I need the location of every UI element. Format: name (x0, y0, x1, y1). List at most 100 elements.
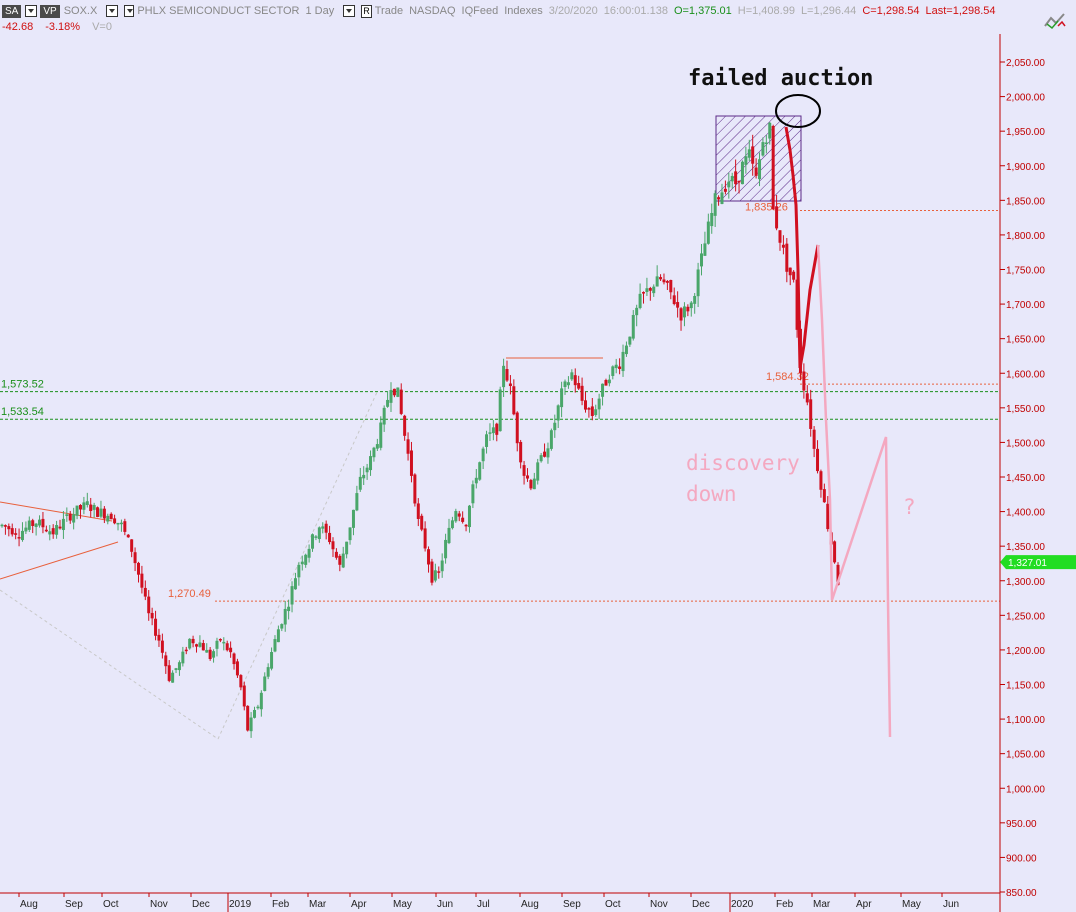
candle-body (68, 513, 72, 521)
candle-body (706, 221, 710, 244)
x-tick-label: Dec (192, 899, 210, 910)
candle-body (232, 653, 236, 665)
feed-text: IQFeed (461, 5, 499, 17)
change-pct-value: -3.18% (45, 21, 81, 33)
y-tick-label: 1,600.00 (1006, 369, 1045, 380)
time-axis[interactable]: Aug Sep Oct Nov Dec 2019 Feb Mar Apr May Jun Jul Aug… (0, 892, 1000, 912)
candle-body (0, 524, 4, 527)
candle-body (577, 383, 581, 389)
time-text: 16:00:01.138 (603, 5, 668, 17)
chart-header: SA VP SOX.X PHLX SEMICONDUCT SECTOR 1 Da… (0, 0, 1000, 34)
candle-body (160, 640, 164, 653)
chart-trend-icon[interactable] (1044, 12, 1066, 30)
candle-body (734, 171, 738, 185)
r-button[interactable]: R (361, 4, 372, 18)
candle-body (614, 364, 618, 369)
candle-body (358, 476, 362, 490)
candle-body (665, 281, 669, 283)
trendlines (0, 357, 603, 740)
candle-body (61, 518, 65, 531)
candle-body (467, 505, 471, 528)
y-tick-label: 1,050.00 (1006, 750, 1045, 761)
candle-body (82, 502, 86, 510)
x-tick-label: May (902, 899, 921, 910)
candle-body (314, 536, 318, 538)
x-tick-label: Oct (605, 899, 621, 910)
level-label: 1,835.26 (745, 202, 788, 214)
date-text: 3/20/2020 (548, 5, 598, 17)
last-value: Last=1,298.54 (925, 5, 996, 17)
candle-body (177, 662, 181, 671)
candle-body (570, 372, 574, 380)
price-axis[interactable]: 2,050.00 2,000.00 1,950.00 1,900.00 1,850.00… (999, 34, 1076, 912)
symbol-button[interactable]: SA (2, 4, 22, 18)
candle-body (539, 455, 543, 462)
x-tick-label: Nov (150, 899, 168, 910)
candle-body (485, 434, 489, 447)
candle-body (96, 507, 100, 517)
candle-body (785, 243, 789, 272)
description-menu-icon[interactable] (124, 5, 135, 17)
candle-body (280, 624, 284, 629)
candle-body (409, 450, 413, 476)
candle-body (816, 448, 820, 472)
y-tick-label: 1,350.00 (1006, 542, 1045, 553)
candle-body (522, 465, 526, 476)
candle-body (740, 161, 744, 185)
exchange-text: NASDAQ (409, 5, 456, 17)
candle-body (635, 307, 639, 316)
annotation-overlays (775, 94, 892, 738)
x-tick-label: Dec (692, 899, 710, 910)
candle-body (225, 643, 229, 651)
candle-body (311, 534, 315, 549)
y-tick-label: 1,500.00 (1006, 438, 1045, 449)
down-label: down (686, 482, 737, 506)
candle-body (283, 608, 287, 625)
candle-body (802, 371, 806, 391)
candle-body (525, 475, 529, 479)
candle-body (215, 640, 219, 649)
chart-labels: failed auction discovery down ? (686, 66, 916, 519)
y-tick-label: 1,550.00 (1006, 404, 1045, 415)
candle-body (413, 474, 417, 504)
candle-body (253, 709, 257, 718)
change-value: -42.68 (2, 21, 34, 33)
candle-body (553, 422, 557, 431)
candle-body (44, 529, 48, 532)
header-row-1: SA VP SOX.X PHLX SEMICONDUCT SECTOR 1 Da… (2, 3, 1002, 19)
vp-button[interactable]: VP (40, 4, 60, 18)
interval-dropdown-icon[interactable] (343, 5, 356, 17)
y-tick-label: 1,300.00 (1006, 577, 1045, 588)
candle-body (75, 505, 79, 516)
candle-body (573, 375, 577, 386)
candle-body (38, 519, 42, 526)
candle-body (246, 705, 250, 731)
candle-body (341, 553, 345, 568)
candle-body (624, 345, 628, 355)
candle-body (154, 618, 158, 636)
candle-body (375, 444, 379, 449)
x-tick-label: Feb (776, 899, 794, 910)
candle-body (563, 381, 567, 388)
x-tick-label: Apr (856, 899, 872, 910)
candle-body (34, 523, 38, 528)
symbol-menu-icon[interactable] (106, 5, 119, 17)
candle-body (157, 634, 161, 641)
candle-body (345, 541, 349, 555)
candle-body (331, 541, 335, 550)
candle-body (737, 180, 741, 183)
candle-body (293, 578, 297, 590)
symbol-dropdown-icon[interactable] (25, 5, 38, 17)
candle-body (781, 244, 785, 248)
candle-body (659, 277, 663, 280)
candle-body (621, 351, 625, 372)
candle-body (72, 514, 76, 523)
candle-body (433, 570, 437, 581)
channel-upper-line (0, 501, 113, 522)
description-text: PHLX SEMICONDUCT SECTOR (137, 5, 300, 17)
candle-body (51, 528, 55, 535)
candle-body (181, 651, 185, 664)
header-row-2: -42.68 -3.18% V=0 (2, 19, 112, 35)
candle-body (495, 423, 499, 435)
